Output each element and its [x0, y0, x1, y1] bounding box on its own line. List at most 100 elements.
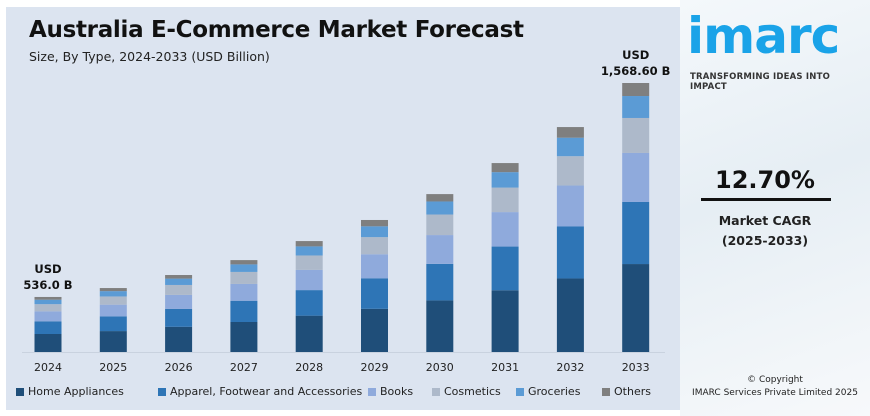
x-tick-label: 2030	[426, 361, 454, 374]
x-tick-label: 2024	[34, 361, 62, 374]
bar-segment-groceries-2029	[361, 226, 388, 238]
bar-segment-groceries-2028	[295, 246, 323, 256]
info-panel	[680, 0, 870, 416]
legend-item: Books	[368, 385, 413, 398]
imarc-logo: imarc	[687, 7, 840, 65]
bar-segment-home-appliances-2032	[556, 278, 584, 352]
bar-segment-apparel-footwear-and-accessories-2030	[426, 263, 454, 301]
legend-swatch	[516, 387, 524, 396]
bar-segment-home-appliances-2031	[491, 290, 519, 352]
bar-segment-groceries-2026	[165, 278, 193, 285]
bar-segment-apparel-footwear-and-accessories-2024	[34, 321, 62, 334]
legend-swatch	[368, 387, 376, 396]
bar-segment-books-2026	[165, 294, 193, 309]
bar-segment-home-appliances-2026	[165, 326, 193, 352]
bar-segment-books-2031	[491, 212, 519, 247]
legend-label: Books	[380, 385, 414, 398]
bar-segment-apparel-footwear-and-accessories-2029	[361, 278, 388, 309]
bar-segment-cosmetics-2027	[230, 271, 258, 284]
bar-segment-home-appliances-2030	[426, 300, 454, 352]
bar-segment-apparel-footwear-and-accessories-2032	[556, 226, 584, 279]
bar-segment-groceries-2024	[34, 299, 62, 305]
bar-segment-apparel-footwear-and-accessories-2025	[99, 316, 127, 332]
bar-segment-others-2027	[230, 260, 258, 265]
total-annotation: USD	[622, 48, 649, 62]
legend-swatch	[158, 387, 166, 396]
copyright-line1: © Copyright	[747, 375, 803, 385]
x-tick-label: 2027	[230, 361, 258, 374]
legend-label: Cosmetics	[444, 385, 501, 398]
chart-subtitle: Size, By Type, 2024-2033 (USD Billion)	[29, 49, 270, 64]
copyright: © Copyright IMARC Services Private Limit…	[680, 374, 870, 400]
bar-segment-books-2030	[426, 235, 454, 264]
bar-segment-others-2028	[295, 241, 323, 247]
bar-segment-apparel-footwear-and-accessories-2028	[295, 290, 323, 316]
legend-item: Cosmetics	[432, 385, 501, 398]
bar-segment-cosmetics-2030	[426, 214, 454, 236]
bar-segment-groceries-2031	[491, 172, 519, 188]
x-tick-label: 2031	[491, 361, 519, 374]
bar-segment-others-2024	[34, 296, 62, 300]
cagr-value: 12.70%	[715, 166, 815, 194]
bar-segment-apparel-footwear-and-accessories-2033	[622, 201, 650, 265]
bar-segment-groceries-2025	[99, 291, 127, 297]
x-tick-label: 2028	[295, 361, 323, 374]
bar-segment-cosmetics-2025	[99, 296, 127, 305]
legend-swatch	[602, 387, 610, 396]
bar-segment-home-appliances-2024	[34, 333, 62, 352]
total-annotation: USD	[34, 262, 61, 276]
legend-item: Others	[602, 385, 651, 398]
divider	[701, 198, 831, 201]
bar-segment-others-2033	[622, 83, 650, 97]
bar-segment-apparel-footwear-and-accessories-2027	[230, 300, 258, 322]
bar-segment-home-appliances-2029	[361, 308, 388, 352]
legend-label: Groceries	[528, 385, 581, 398]
cagr-label: Market CAGR (2025-2033)	[700, 211, 830, 251]
bar-segment-books-2025	[99, 304, 127, 317]
bar-segment-home-appliances-2033	[622, 264, 650, 352]
bar-segment-home-appliances-2027	[230, 321, 258, 352]
x-tick-label: 2025	[99, 361, 127, 374]
bar-segment-books-2032	[556, 185, 584, 227]
copyright-line2: IMARC Services Private Limited 2025	[692, 388, 858, 398]
cagr-period: (2025-2033)	[721, 233, 809, 248]
legend-item: Groceries	[516, 385, 580, 398]
bar-segment-cosmetics-2032	[556, 156, 584, 186]
bar-segment-books-2024	[34, 311, 62, 322]
bar-segment-others-2026	[165, 275, 193, 279]
bar-segment-others-2031	[491, 163, 519, 173]
bar-segment-cosmetics-2033	[622, 117, 650, 153]
total-annotation: 1,568.60 B	[601, 64, 671, 78]
legend-label: Others	[614, 385, 651, 398]
bar-segment-others-2030	[426, 194, 454, 202]
bar-segment-home-appliances-2028	[295, 315, 323, 352]
x-tick-label: 2026	[165, 361, 193, 374]
bar-segment-cosmetics-2029	[361, 237, 388, 255]
bar-segment-groceries-2032	[556, 137, 584, 157]
stacked-bar-chart: 2024 2025 2026 2027 2028 2029 2030 2031 2032 2033…	[22, 48, 671, 374]
bar-segment-groceries-2033	[622, 96, 650, 118]
bar-segment-groceries-2030	[426, 201, 454, 215]
bar-segment-others-2029	[361, 219, 388, 227]
bar-segment-others-2025	[99, 288, 127, 292]
bar-segment-groceries-2027	[230, 264, 258, 272]
bar-segment-books-2027	[230, 283, 258, 301]
legend-label: Apparel, Footwear and Accessories	[170, 385, 363, 398]
bar-segment-books-2028	[295, 269, 323, 291]
bar-segment-cosmetics-2028	[295, 255, 323, 270]
x-tick-label: 2032	[556, 361, 584, 374]
brand-tagline: TRANSFORMING IDEAS INTO IMPACT	[690, 72, 830, 92]
x-tick-label: 2033	[622, 361, 650, 374]
legend-item: Home Appliances	[16, 385, 124, 398]
chart-title: Australia E-Commerce Market Forecast	[29, 17, 524, 43]
legend-item: Apparel, Footwear and Accessories	[158, 385, 362, 398]
bar-segment-cosmetics-2026	[165, 284, 193, 295]
cagr-label-text: Market CAGR	[718, 213, 812, 228]
legend-swatch	[432, 387, 440, 396]
bar-segment-home-appliances-2025	[99, 331, 127, 352]
bar-segment-books-2033	[622, 152, 650, 202]
bar-segment-others-2032	[556, 127, 584, 138]
bar-segment-apparel-footwear-and-accessories-2026	[165, 308, 193, 327]
legend-label: Home Appliances	[28, 385, 124, 398]
bar-segment-books-2029	[361, 254, 388, 279]
